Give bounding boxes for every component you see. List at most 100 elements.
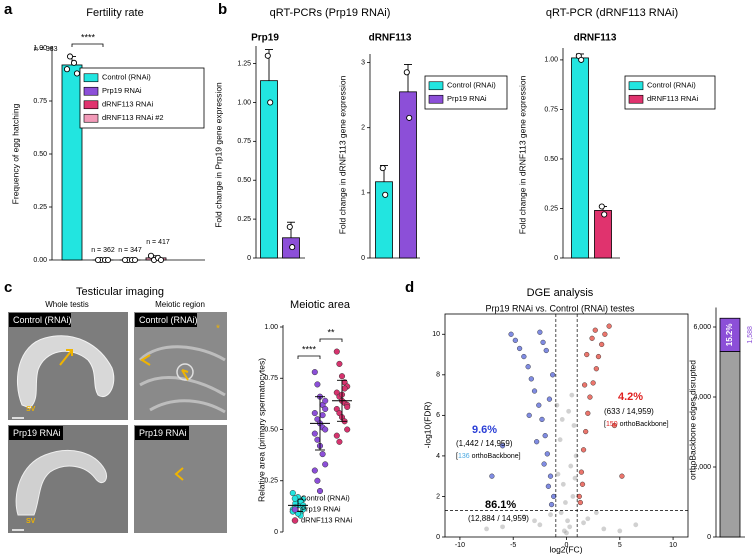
- annotation: 9.6%: [472, 424, 497, 436]
- arrow: [181, 369, 189, 381]
- bar: [594, 210, 612, 259]
- data-point: [521, 353, 527, 360]
- data-point: [539, 416, 545, 423]
- image-label: Prp19 RNAi: [139, 428, 187, 438]
- data-point: [379, 165, 386, 172]
- data-point: [598, 203, 605, 210]
- chart-title: Meiotic area: [290, 299, 351, 311]
- bar: [61, 64, 83, 261]
- data-point: [311, 369, 318, 376]
- data-point: [593, 510, 599, 516]
- data-point: [569, 392, 575, 398]
- data-point: [577, 499, 583, 506]
- data-point: [341, 385, 348, 392]
- data-point: [319, 412, 326, 419]
- significance-bracket: [297, 355, 321, 359]
- y-tick-label: 0.75: [264, 375, 278, 382]
- legend-swatch: [83, 86, 99, 96]
- image-label-box: [9, 313, 71, 327]
- y-tick-label: 0.75: [33, 98, 47, 105]
- data-point: [311, 410, 318, 417]
- data-point: [94, 256, 102, 264]
- data-point: [576, 493, 582, 500]
- chart-title: Prp19: [251, 33, 279, 44]
- sv-mark: SV: [26, 518, 36, 525]
- data-point: [289, 490, 296, 497]
- sv-mark: SV: [26, 406, 36, 413]
- data-point: [589, 335, 595, 341]
- data-point: [557, 437, 563, 443]
- data-point: [561, 528, 567, 534]
- data-point: [500, 524, 505, 530]
- arrowhead: [140, 354, 151, 366]
- legend-swatch: [628, 81, 644, 91]
- data-point: [559, 417, 565, 422]
- y-tick-label: 6: [436, 412, 440, 419]
- data-point: [499, 443, 506, 449]
- testis-shape: [16, 335, 115, 409]
- data-point: [532, 518, 537, 524]
- data-point: [314, 381, 321, 388]
- data-point: [157, 256, 165, 264]
- panel-letter: c: [4, 279, 12, 296]
- y-tick-label: 0: [361, 255, 365, 262]
- y-tick-label: 10: [432, 331, 440, 338]
- cyst: [176, 363, 194, 381]
- significance-bracket: [71, 43, 104, 47]
- y-tick-label: 0.75: [237, 138, 251, 145]
- data-point: [593, 366, 599, 372]
- x-tick-label: 5: [618, 542, 622, 549]
- y-tick-label: 0.75: [544, 106, 558, 113]
- y-tick-label: 0.25: [237, 216, 251, 223]
- y-axis-label: orthoBackbone edges disrupted: [687, 360, 697, 480]
- data-point: [568, 463, 574, 469]
- legend-box: [79, 67, 205, 129]
- data-point: [104, 256, 112, 264]
- data-point: [570, 494, 576, 499]
- bar-segment: [719, 351, 741, 538]
- data-point: [528, 376, 534, 382]
- data-point: [344, 426, 351, 433]
- y-tick-label: 0.25: [264, 478, 278, 485]
- legend-swatch: [83, 73, 99, 83]
- data-point: [322, 405, 329, 413]
- data-point: [517, 345, 523, 352]
- data-point: [599, 341, 605, 348]
- legend-label: dRNF113 RNAi: [301, 515, 352, 524]
- x-tick-label: 10: [669, 542, 677, 549]
- data-point: [382, 191, 389, 198]
- data-point: [573, 453, 579, 459]
- y-tick-label: 0.25: [33, 204, 47, 211]
- data-point: [286, 223, 293, 230]
- data-point: [560, 481, 566, 487]
- annotation: ****: [302, 344, 317, 354]
- annotation: 4.2%: [618, 391, 643, 403]
- annotation: 15.2%: [725, 324, 734, 347]
- significance-bracket: [319, 338, 343, 342]
- data-point: [489, 473, 495, 479]
- legend-label: Control (RNAi): [447, 81, 496, 90]
- legend-swatch: [428, 81, 444, 91]
- data-point: [578, 469, 585, 475]
- data-point: [537, 329, 543, 335]
- data-point: [617, 528, 623, 534]
- data-point: [579, 481, 586, 487]
- x-tick-label: -5: [510, 542, 516, 549]
- annotation: **: [327, 327, 335, 337]
- y-tick-label: 0.50: [237, 177, 251, 184]
- annotation-part: [: [456, 453, 458, 460]
- data-point: [333, 348, 340, 355]
- data-point: [585, 516, 591, 522]
- data-point: [508, 331, 514, 337]
- data-point: [147, 252, 155, 259]
- data-point: [554, 402, 560, 408]
- data-point: [66, 53, 74, 60]
- y-axis-label: Fold change in dRNF113 gene expression: [337, 75, 347, 234]
- legend-label: Prp19 RNAi: [102, 86, 142, 95]
- data-point: [264, 52, 271, 59]
- image-label: Control (RNAi): [13, 315, 72, 325]
- legend-label: Prp19 RNAi: [301, 504, 341, 513]
- data-point: [267, 99, 274, 106]
- bar: [399, 91, 417, 259]
- y-tick-label: 1: [361, 190, 365, 197]
